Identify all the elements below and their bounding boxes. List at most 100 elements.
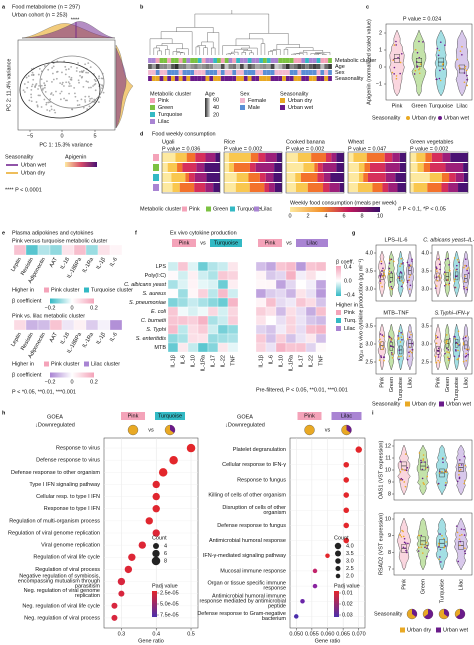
bar-segment xyxy=(286,163,304,172)
legend-swatch xyxy=(182,206,187,212)
column-label: IL-22 xyxy=(308,355,314,368)
legend-label: 3.5 xyxy=(346,551,354,557)
axis-title: Gene ratio xyxy=(315,638,341,644)
tick-label: Lilac xyxy=(463,377,469,389)
annotation-cell xyxy=(220,70,225,75)
annotation-cell xyxy=(320,64,325,69)
annotation-cell xyxy=(232,76,237,81)
annotation-cell xyxy=(243,58,248,63)
jitter-dot xyxy=(458,538,461,540)
scatter-point xyxy=(36,105,39,108)
heat-cell xyxy=(315,288,327,299)
annotation-cell xyxy=(278,70,283,75)
annotation-cell xyxy=(297,70,302,75)
bar-segment xyxy=(429,163,446,172)
scatter-point xyxy=(94,89,97,92)
jitter-dot xyxy=(445,334,448,336)
column-label: TNF xyxy=(318,354,324,365)
heat-cell xyxy=(187,279,199,290)
annotation-cell xyxy=(285,58,290,63)
jitter-dot xyxy=(464,356,467,358)
jitter-dot xyxy=(436,336,439,338)
scatter-point xyxy=(39,94,41,97)
bar-segment xyxy=(339,183,344,192)
jitter-dot xyxy=(399,471,402,473)
jitter-dot xyxy=(444,545,447,547)
tick-label: 2 xyxy=(306,213,309,219)
heat-cell xyxy=(285,297,297,308)
bar-segment xyxy=(224,163,230,172)
cluster-swatch xyxy=(153,184,159,191)
label: Pink xyxy=(304,413,315,419)
column-label: IL-6 xyxy=(268,355,274,364)
annotation-cell xyxy=(186,76,191,81)
heat-cell xyxy=(285,288,297,299)
jitter-dot xyxy=(408,355,411,357)
heat-cell xyxy=(61,319,75,331)
scatter-point xyxy=(93,101,96,104)
column-label: IL-17 xyxy=(210,355,216,368)
annotation-cell xyxy=(171,58,175,63)
annotation-cell xyxy=(182,64,187,69)
scatter-point xyxy=(76,67,78,69)
heat-cell xyxy=(167,324,179,335)
jitter-dot xyxy=(442,458,444,460)
tick-label: 0 xyxy=(70,305,73,311)
label: Seasonality xyxy=(372,401,401,407)
category-label: Cellular response to IFN-γ xyxy=(222,462,286,468)
heat-cell xyxy=(295,297,307,308)
track-label: Seasonality xyxy=(335,76,364,82)
annotation-cell xyxy=(228,70,233,75)
heat-cell xyxy=(167,261,179,272)
jitter-dot xyxy=(421,543,423,545)
jitter-dot xyxy=(378,359,381,361)
dot xyxy=(312,568,318,574)
heat-cell xyxy=(305,315,317,326)
annotation-cell xyxy=(171,64,175,69)
annotation-cell xyxy=(213,64,218,69)
jitter-dot xyxy=(403,541,406,544)
heat-cell xyxy=(255,315,267,326)
jitter-dot xyxy=(393,66,396,69)
chart-title: GOEA xyxy=(237,414,253,420)
column-label: IL-1β xyxy=(95,257,107,271)
jitter-dot xyxy=(408,288,411,290)
dot xyxy=(355,446,362,453)
label: Ugali xyxy=(162,139,175,145)
tick-label: 6 xyxy=(342,213,345,219)
scatter-point xyxy=(51,67,53,69)
jitter-dot xyxy=(457,560,460,563)
scatter-point xyxy=(86,108,89,111)
jitter-dot xyxy=(388,335,390,338)
scatter-point xyxy=(70,78,73,81)
heat-cell xyxy=(305,261,317,272)
annotation-cell xyxy=(255,58,260,63)
annotation-cell xyxy=(174,58,179,63)
jitter-dot xyxy=(379,338,381,341)
panel-title: S.Typhi–IFN-γ xyxy=(435,310,471,316)
violin xyxy=(454,29,470,97)
legend-dot xyxy=(335,565,341,572)
bar-segment xyxy=(286,183,296,192)
category-label: Regulation of viral genome replication xyxy=(8,530,100,536)
scatter-point xyxy=(84,99,86,101)
heat-cell xyxy=(295,342,307,353)
bar-segment xyxy=(172,183,180,192)
jitter-dot xyxy=(422,458,425,460)
jitter-dot xyxy=(404,453,407,455)
bar-segment xyxy=(442,153,451,162)
violin xyxy=(406,250,414,298)
label: Wheat xyxy=(348,139,364,145)
heat-cell xyxy=(217,261,229,272)
heat-cell xyxy=(227,342,239,353)
jitter-dot xyxy=(459,67,461,69)
group-box xyxy=(296,239,328,247)
legend-swatch xyxy=(84,361,89,367)
tick-label: 10 xyxy=(377,213,383,219)
heat-cell xyxy=(305,288,317,299)
annotation-cell xyxy=(155,64,160,69)
jitter-dot xyxy=(435,334,437,337)
scatter-point xyxy=(75,70,78,72)
scatter-point xyxy=(94,80,97,82)
jitter-dot xyxy=(395,77,398,80)
